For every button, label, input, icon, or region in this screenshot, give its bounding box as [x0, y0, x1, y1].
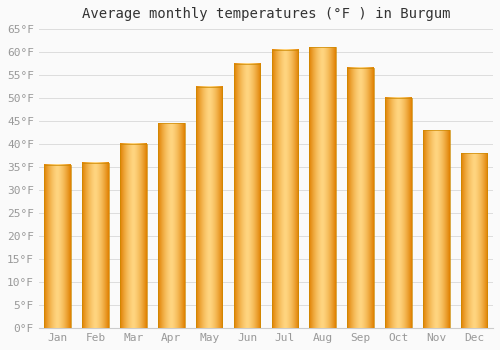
Bar: [461, 153, 487, 328]
Bar: [82, 162, 109, 328]
Bar: [385, 98, 411, 328]
Title: Average monthly temperatures (°F ) in Burgum: Average monthly temperatures (°F ) in Bu…: [82, 7, 450, 21]
Bar: [348, 68, 374, 328]
Bar: [423, 130, 450, 328]
Bar: [234, 64, 260, 328]
Bar: [310, 48, 336, 328]
Bar: [196, 86, 222, 328]
Bar: [158, 124, 184, 328]
Bar: [120, 144, 146, 328]
Bar: [44, 165, 71, 328]
Bar: [272, 50, 298, 328]
